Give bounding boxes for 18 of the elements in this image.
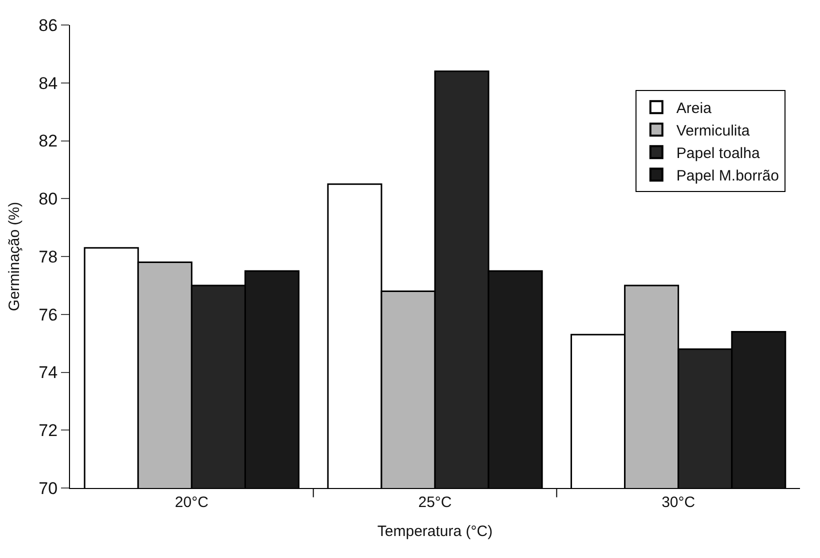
y-axis-title: Germinação (%): [6, 202, 23, 312]
x-tick-label: 25°C: [418, 494, 452, 511]
legend-label: Papel toalha: [676, 144, 760, 162]
x-tick-label: 30°C: [662, 494, 696, 511]
y-tick-label: 82: [38, 132, 58, 151]
y-tick-label: 74: [38, 363, 58, 382]
y-tick-label: 86: [38, 16, 58, 35]
legend-label: Vermiculita: [676, 122, 750, 140]
y-tick-label: 72: [38, 421, 58, 440]
x-tick-label: 20°C: [174, 494, 209, 511]
y-tick-label: 84: [38, 74, 58, 93]
legend-label: Areia: [676, 100, 712, 117]
legend-label: Papel M.borrão: [676, 167, 779, 184]
y-tick-label: 76: [38, 305, 58, 324]
x-axis-title: Temperatura (°C): [377, 523, 493, 540]
y-tick-label: 80: [38, 190, 58, 209]
y-tick-label: 70: [38, 478, 58, 498]
y-tick-label: 78: [38, 247, 58, 266]
